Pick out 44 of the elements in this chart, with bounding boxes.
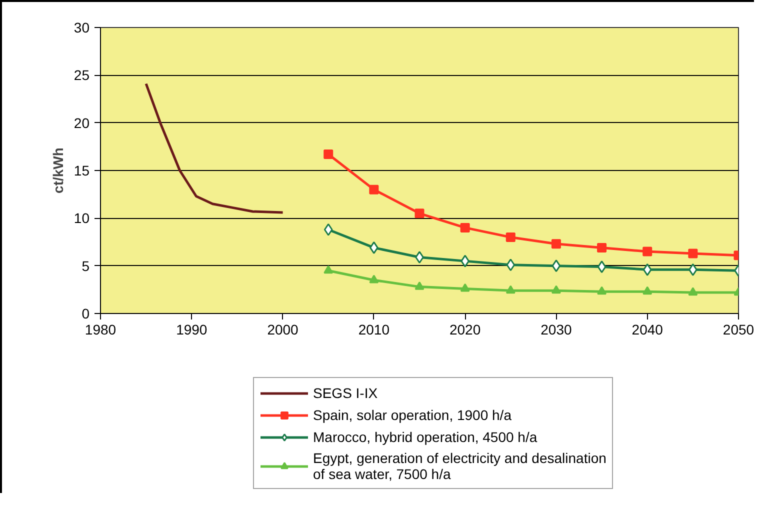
y-tick-label: 10 [74, 210, 90, 226]
point [324, 265, 334, 274]
point [460, 283, 470, 292]
x-tick-label: 2020 [450, 322, 481, 338]
legend-label: Marocco, hybrid operation, 4500 h/a [313, 428, 538, 446]
y-tick-label: 30 [74, 20, 90, 36]
x-tick-label: 2010 [358, 322, 390, 338]
point [688, 287, 698, 296]
point [369, 184, 379, 194]
point [642, 286, 652, 295]
y-tick-label: 25 [74, 67, 90, 84]
y-tick-label: 0 [82, 306, 90, 322]
x-tick-label: 2000 [267, 322, 299, 338]
point [642, 246, 652, 256]
x-tick-label: 1990 [176, 322, 208, 338]
point [506, 258, 516, 272]
point [414, 281, 424, 290]
y-tick-label: 5 [82, 258, 90, 274]
point [414, 208, 424, 218]
x-tick-label: 2050 [722, 322, 754, 338]
x-tick-label: 1980 [84, 322, 116, 338]
x-tick-label: 2030 [540, 322, 572, 338]
line-series [144, 82, 284, 214]
point [506, 232, 516, 242]
y-tick-label: 20 [74, 114, 90, 131]
point [369, 274, 379, 284]
legend-label: SEGS I-IX [313, 384, 378, 402]
y-axis-title: ct/kWh [50, 148, 66, 194]
x-tick-label: 2040 [632, 322, 664, 338]
point [597, 242, 607, 252]
legend-label: Spain, solar operation, 1900 h/a [313, 406, 512, 424]
point [506, 285, 516, 294]
point [324, 150, 334, 160]
point [552, 260, 561, 272]
point [551, 239, 561, 249]
point [460, 222, 470, 232]
point [597, 286, 607, 295]
legend-label: Egypt, generation of electricity and desalination of sea water, 7500 h/a [313, 450, 606, 482]
point [324, 223, 333, 236]
point [597, 260, 606, 274]
point [688, 248, 698, 258]
point [551, 285, 561, 294]
y-tick-label: 15 [74, 162, 90, 178]
point [642, 263, 652, 276]
